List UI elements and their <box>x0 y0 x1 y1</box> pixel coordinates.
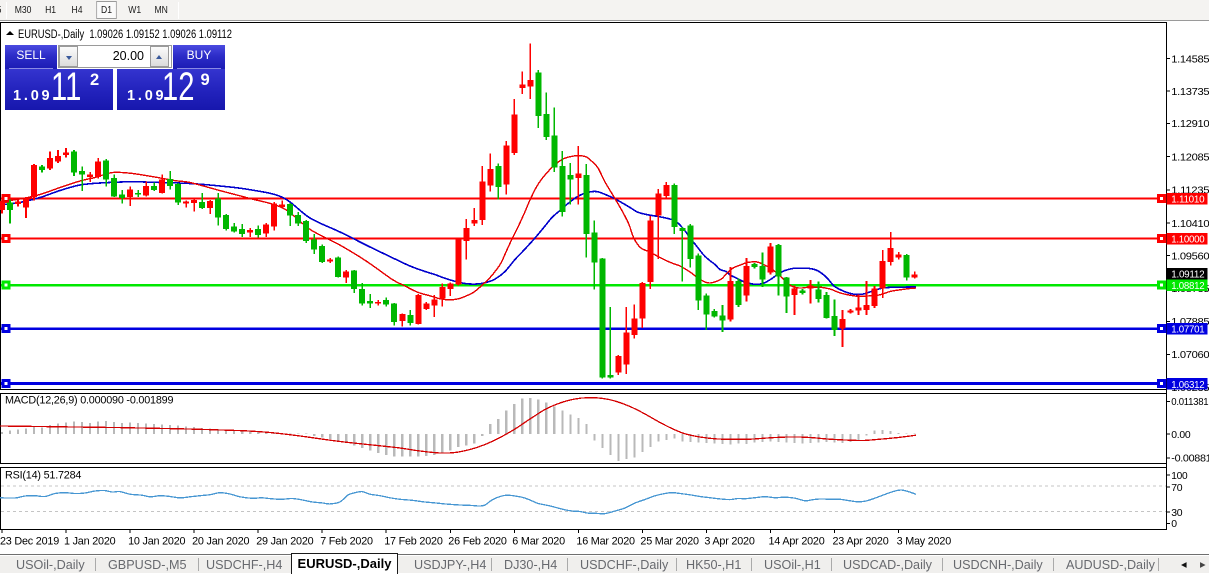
svg-text:MACD(12,26,9) 0.000090 -0.0018: MACD(12,26,9) 0.000090 -0.001899 <box>5 395 173 407</box>
svg-text:70: 70 <box>1171 483 1183 494</box>
svg-text:26 Feb 2020: 26 Feb 2020 <box>448 536 507 548</box>
svg-text:1.10000: 1.10000 <box>1171 235 1205 246</box>
svg-text:0: 0 <box>1171 519 1177 530</box>
svg-text:3 May 2020: 3 May 2020 <box>897 536 952 548</box>
svg-text:1.12085: 1.12085 <box>1171 152 1209 163</box>
svg-text:1.07060: 1.07060 <box>1171 350 1209 361</box>
svg-text:30: 30 <box>1171 508 1183 519</box>
svg-text:0.011381: 0.011381 <box>1171 397 1209 408</box>
svg-text:1.09560: 1.09560 <box>1171 252 1209 263</box>
svg-text:0.00: 0.00 <box>1171 430 1191 441</box>
svg-text:1.11235: 1.11235 <box>1171 186 1209 197</box>
svg-text:1.14585: 1.14585 <box>1171 54 1209 65</box>
svg-text:17 Feb 2020: 17 Feb 2020 <box>384 536 443 548</box>
svg-text:1.07701: 1.07701 <box>1171 325 1205 336</box>
svg-text:1.08812: 1.08812 <box>1171 281 1205 292</box>
svg-text:100: 100 <box>1171 471 1188 482</box>
svg-text:16 Mar 2020: 16 Mar 2020 <box>576 536 635 548</box>
svg-text:1 Jan 2020: 1 Jan 2020 <box>64 536 116 548</box>
svg-text:6 Mar 2020: 6 Mar 2020 <box>512 536 565 548</box>
svg-text:29 Jan 2020: 29 Jan 2020 <box>256 536 313 548</box>
svg-text:1.06312: 1.06312 <box>1171 380 1205 391</box>
svg-text:1.09112: 1.09112 <box>1171 270 1205 281</box>
svg-text:25 Mar 2020: 25 Mar 2020 <box>640 536 699 548</box>
svg-text:23 Dec 2019: 23 Dec 2019 <box>0 536 59 548</box>
svg-text:1.12910: 1.12910 <box>1171 119 1209 130</box>
svg-text:20 Jan 2020: 20 Jan 2020 <box>192 536 249 548</box>
svg-text:-0.00881: -0.00881 <box>1171 454 1209 465</box>
svg-text:RSI(14) 51.7284: RSI(14) 51.7284 <box>5 470 81 482</box>
svg-text:23 Apr 2020: 23 Apr 2020 <box>833 536 889 548</box>
svg-text:10 Jan 2020: 10 Jan 2020 <box>128 536 185 548</box>
svg-text:7 Feb 2020: 7 Feb 2020 <box>320 536 373 548</box>
svg-text:1.07885: 1.07885 <box>1171 317 1209 328</box>
svg-text:14 Apr 2020: 14 Apr 2020 <box>769 536 825 548</box>
svg-text:1.11010: 1.11010 <box>1171 195 1205 206</box>
svg-text:3 Apr 2020: 3 Apr 2020 <box>704 536 754 548</box>
svg-text:1.10410: 1.10410 <box>1171 219 1209 230</box>
svg-text:1.13735: 1.13735 <box>1171 87 1209 98</box>
